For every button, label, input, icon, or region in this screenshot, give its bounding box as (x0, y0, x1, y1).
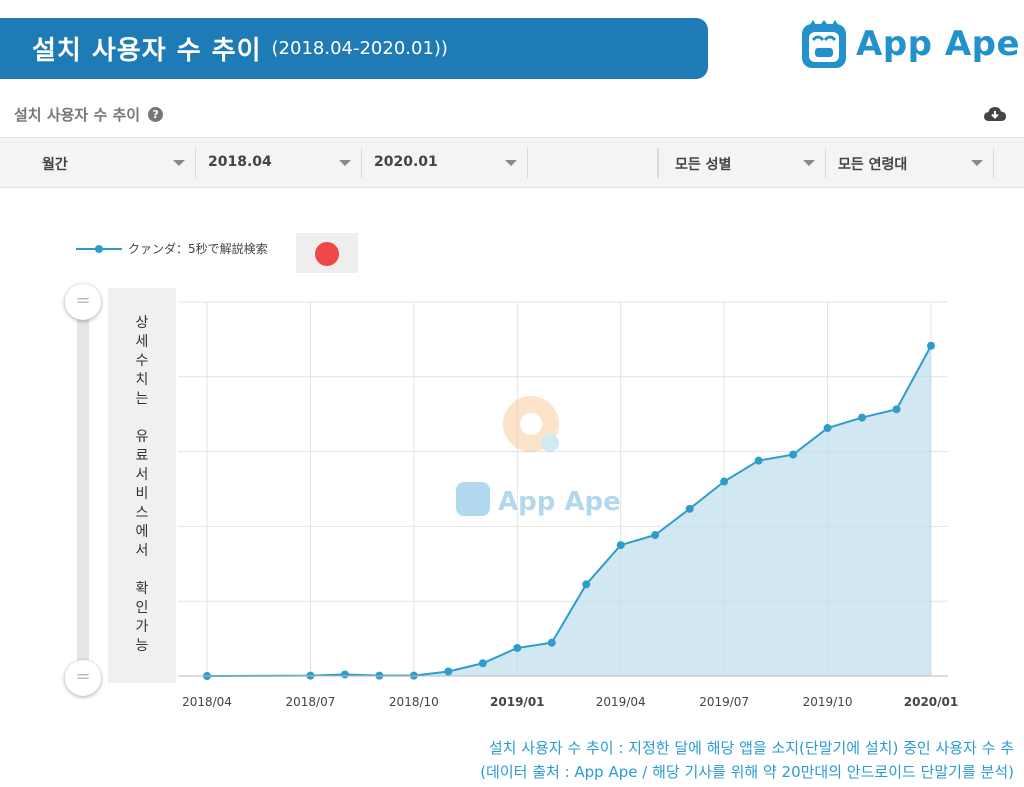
chevron-down-icon (339, 160, 351, 166)
banner-subtitle: (2018.04-2020.01)) (271, 38, 448, 59)
data-point (582, 580, 591, 589)
premium-notice-char: 료 (135, 448, 149, 464)
data-point (754, 456, 763, 465)
filter-spacer (528, 148, 658, 178)
footnote-line-1: 설치 사용자 수 추이 : 지정한 달에 해당 앱을 소지(단말기에 설치) 중… (488, 739, 1014, 757)
premium-notice-char: 세 (135, 334, 149, 350)
section-title: 설치 사용자 수 추이 ? (14, 104, 164, 125)
data-point (444, 667, 453, 676)
slider-top-handle[interactable]: = (65, 284, 101, 320)
chevron-down-icon (173, 160, 185, 166)
legend-label: クァンダ：5秒で解説検索 (128, 242, 268, 256)
start-month-label: 2018.04 (208, 154, 272, 170)
country-flag-badge (296, 233, 358, 273)
x-tick-label: 2019/04 (596, 695, 646, 709)
watermark-logo: App Ape (456, 396, 621, 517)
premium-notice-char: 상 (135, 315, 149, 331)
footnote: 설치 사용자 수 추이 : 지정한 달에 해당 앱을 소지(단말기에 설치) 중… (480, 736, 1014, 784)
premium-notice-char: 서 (135, 543, 149, 559)
data-point (789, 450, 798, 459)
x-tick-label: 2020/01 (904, 695, 958, 709)
end-month-select[interactable]: 2020.01 (362, 148, 528, 178)
data-point (651, 531, 660, 540)
watermark-text: App Ape (498, 487, 621, 517)
age-select[interactable]: 모든 연령대 (826, 148, 994, 178)
banner-title: 설치 사용자 수 추이 (32, 36, 262, 66)
premium-notice-char: 비 (135, 486, 149, 502)
data-point (478, 659, 487, 668)
title-banner: 설치 사용자 수 추이 (2018.04-2020.01)) (0, 18, 708, 79)
gender-select[interactable]: 모든 성별 (658, 148, 826, 178)
premium-notice-char: 능 (135, 638, 149, 654)
gender-select-label: 모든 성별 (675, 157, 732, 173)
question-circle-icon[interactable]: ? (148, 107, 164, 122)
premium-notice-char: 서 (135, 467, 149, 483)
data-point (340, 670, 349, 679)
premium-notice-char: 수 (135, 353, 149, 369)
period-select-label: 월간 (42, 157, 68, 173)
logo-text: App Ape (856, 24, 1021, 64)
x-tick-label: 2019/01 (490, 695, 544, 709)
premium-notice-char: 인 (135, 600, 149, 616)
x-tick-label: 2019/10 (803, 695, 853, 709)
app-ape-logo: App Ape (800, 18, 1020, 70)
data-point (616, 541, 625, 550)
x-tick-label: 2018/07 (285, 695, 335, 709)
data-point (927, 341, 935, 350)
data-point (513, 643, 522, 652)
x-tick-label: 2018/04 (182, 695, 232, 709)
data-point (892, 405, 901, 414)
data-point (720, 477, 729, 486)
range-slider-track[interactable] (77, 300, 89, 678)
premium-notice-char: 유 (135, 429, 149, 445)
slider-bottom-handle[interactable]: = (65, 660, 101, 696)
premium-notice-char: 에 (135, 524, 149, 540)
x-tick-label: 2018/10 (389, 695, 439, 709)
data-point (547, 638, 556, 647)
start-month-select[interactable]: 2018.04 (196, 148, 362, 178)
filter-bar: 월간 2018.04 2020.01 모든 성별 모든 연령대 (0, 137, 1024, 188)
premium-notice-char: 가 (135, 619, 149, 635)
data-point (858, 413, 867, 422)
chevron-down-icon (971, 160, 983, 166)
x-tick-label: 2019/07 (699, 695, 749, 709)
japan-flag-icon (315, 242, 339, 266)
cloud-download-icon[interactable] (984, 106, 1006, 122)
data-point (685, 504, 694, 513)
legend-item[interactable]: クァンダ：5秒で解説検索 (76, 240, 268, 257)
premium-notice-char: 스 (135, 505, 149, 521)
premium-notice-char: 는 (135, 391, 149, 407)
series-area (207, 345, 931, 676)
section-title-text: 설치 사용자 수 추이 (14, 106, 141, 124)
premium-notice-char: 치 (135, 372, 149, 388)
chevron-down-icon (505, 160, 517, 166)
age-select-label: 모든 연령대 (838, 157, 908, 173)
chevron-down-icon (803, 160, 815, 166)
footnote-line-2: (데이터 출처 : App Ape / 해당 기사를 위해 약 20만대의 안드… (480, 763, 1014, 781)
period-select[interactable]: 월간 (30, 148, 196, 178)
premium-notice-char: 확 (135, 581, 149, 597)
ape-face-icon (802, 20, 846, 68)
legend-line-marker (76, 244, 122, 253)
data-point (823, 424, 832, 433)
end-month-label: 2020.01 (374, 154, 438, 170)
